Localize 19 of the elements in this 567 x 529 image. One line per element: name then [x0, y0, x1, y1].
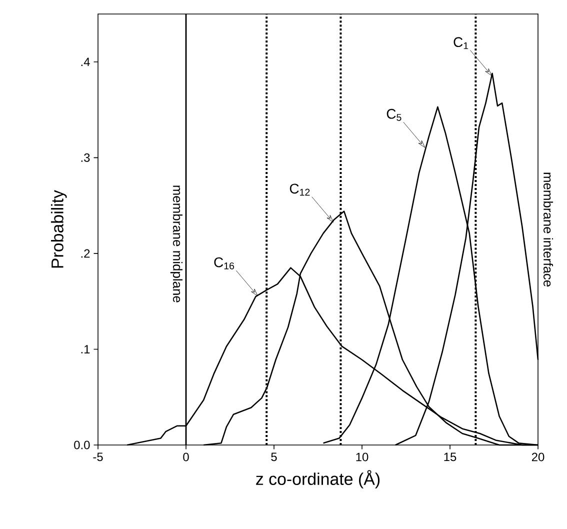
y-tick-label: .2 — [81, 249, 90, 258]
annotation: C$_{12}$ — [290, 184, 310, 196]
x-tick-label: 15 — [444, 452, 456, 462]
annotation: C$_{16}$ — [214, 257, 234, 270]
ref-line-label: membrane midplane — [170, 186, 182, 302]
text: membrane interface — [544, 172, 554, 286]
annotation: C$_{5}$ — [386, 108, 402, 121]
x-axis-title: z co-ordinate (Å) — [256, 470, 380, 488]
x-tick-label: 20 — [532, 452, 544, 462]
x-tick-label: 5 — [271, 452, 277, 462]
y-axis-title: Probability — [50, 190, 67, 268]
annotation: C$_{1}$ — [454, 37, 468, 50]
y-tick-label: .1 — [81, 345, 90, 354]
x-tick-label: 10 — [356, 452, 368, 462]
y-tick-label: 0.0 — [74, 440, 90, 450]
y-tick-label: .4 — [81, 58, 90, 66]
y-tick-label: .3 — [81, 153, 90, 162]
x-tick-label: 0 — [183, 452, 189, 462]
x-tick-label: -5 — [93, 452, 103, 462]
